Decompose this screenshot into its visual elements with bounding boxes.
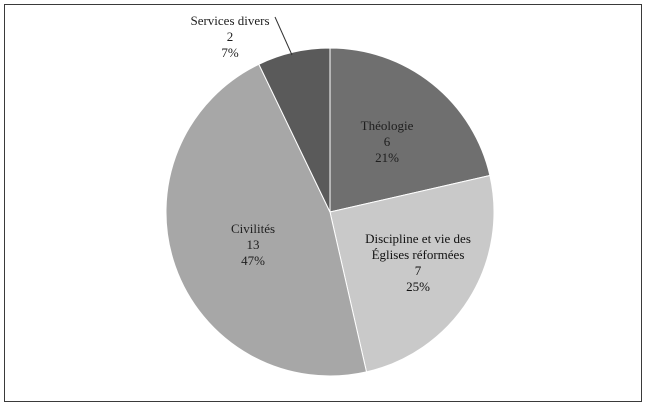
slice-label-4: Services divers 2 7% — [190, 13, 269, 60]
slice-label-3: Civilités 13 47% — [231, 221, 275, 268]
pie-slice-2 — [329, 174, 495, 373]
pie-slice-3 — [165, 63, 368, 377]
slice-label-2: Discipline et vie des Églises réformées 7 2… — [365, 231, 471, 294]
slice-label-1: Théologie 6 21% — [361, 118, 414, 165]
pie-slice-4 — [258, 47, 331, 213]
leader-line — [274, 16, 293, 56]
pie-slice-1 — [329, 47, 491, 213]
